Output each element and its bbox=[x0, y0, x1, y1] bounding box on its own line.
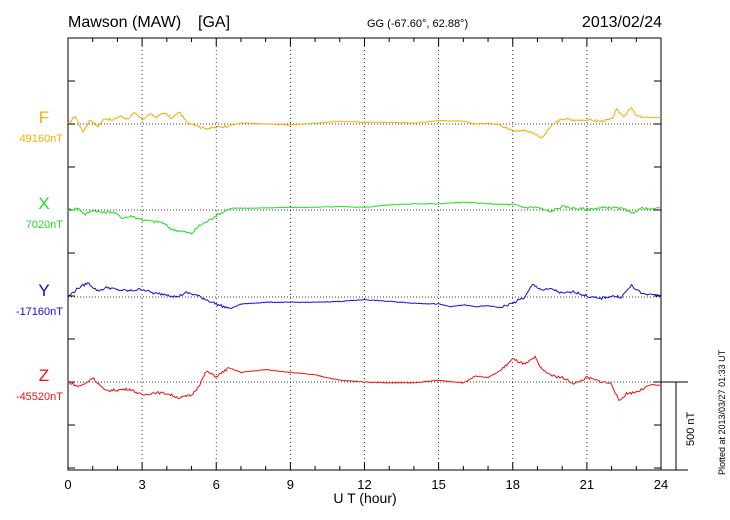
scale-bar bbox=[661, 381, 688, 471]
x-tick-label-24: 24 bbox=[654, 477, 668, 492]
station-title: Mawson (MAW) bbox=[68, 14, 181, 31]
x-tick-label-9: 9 bbox=[287, 477, 294, 492]
institute-label: [GA] bbox=[198, 14, 230, 31]
x-tick-label-0: 0 bbox=[64, 477, 71, 492]
x-tick-label-12: 12 bbox=[357, 477, 371, 492]
series-name-Y: Y bbox=[38, 281, 49, 300]
series-baseline-X: 7020nT bbox=[26, 219, 64, 231]
x-tick-label-21: 21 bbox=[580, 477, 594, 492]
series-line-X bbox=[67, 201, 662, 235]
series-name-X: X bbox=[38, 194, 49, 213]
coords-label: GG (-67.60°, 62.88°) bbox=[367, 18, 468, 30]
x-axis-label: U T (hour) bbox=[333, 490, 396, 506]
x-tick-label-3: 3 bbox=[139, 477, 146, 492]
plotted-timestamp: Plotted at 2013/03/27 01:33 UT bbox=[717, 349, 727, 475]
series-baseline-Y: -17160nT bbox=[16, 306, 63, 318]
series-name-Z: Z bbox=[39, 366, 49, 385]
x-tick-label-18: 18 bbox=[506, 477, 520, 492]
x-tick-labels: 0 3 6 9 12 15 18 21 24 bbox=[64, 477, 668, 492]
series-baseline-Z: -45520nT bbox=[16, 391, 63, 403]
series-name-F: F bbox=[39, 108, 49, 127]
series-line-Y bbox=[67, 282, 662, 310]
x-tick-label-15: 15 bbox=[431, 477, 445, 492]
series-labels: F 49160nT X 7020nT Y -17160nT Z -45520nT bbox=[16, 108, 63, 403]
series-line-F bbox=[67, 106, 662, 139]
series-line-Z bbox=[67, 355, 662, 401]
date-label: 2013/02/24 bbox=[582, 14, 662, 31]
series-baseline-F: 49160nT bbox=[20, 133, 64, 145]
series-lines bbox=[67, 106, 662, 401]
x-tick-label-6: 6 bbox=[213, 477, 220, 492]
scale-bar-label: 500 nT bbox=[685, 411, 697, 446]
vertical-gridlines bbox=[67, 38, 662, 470]
